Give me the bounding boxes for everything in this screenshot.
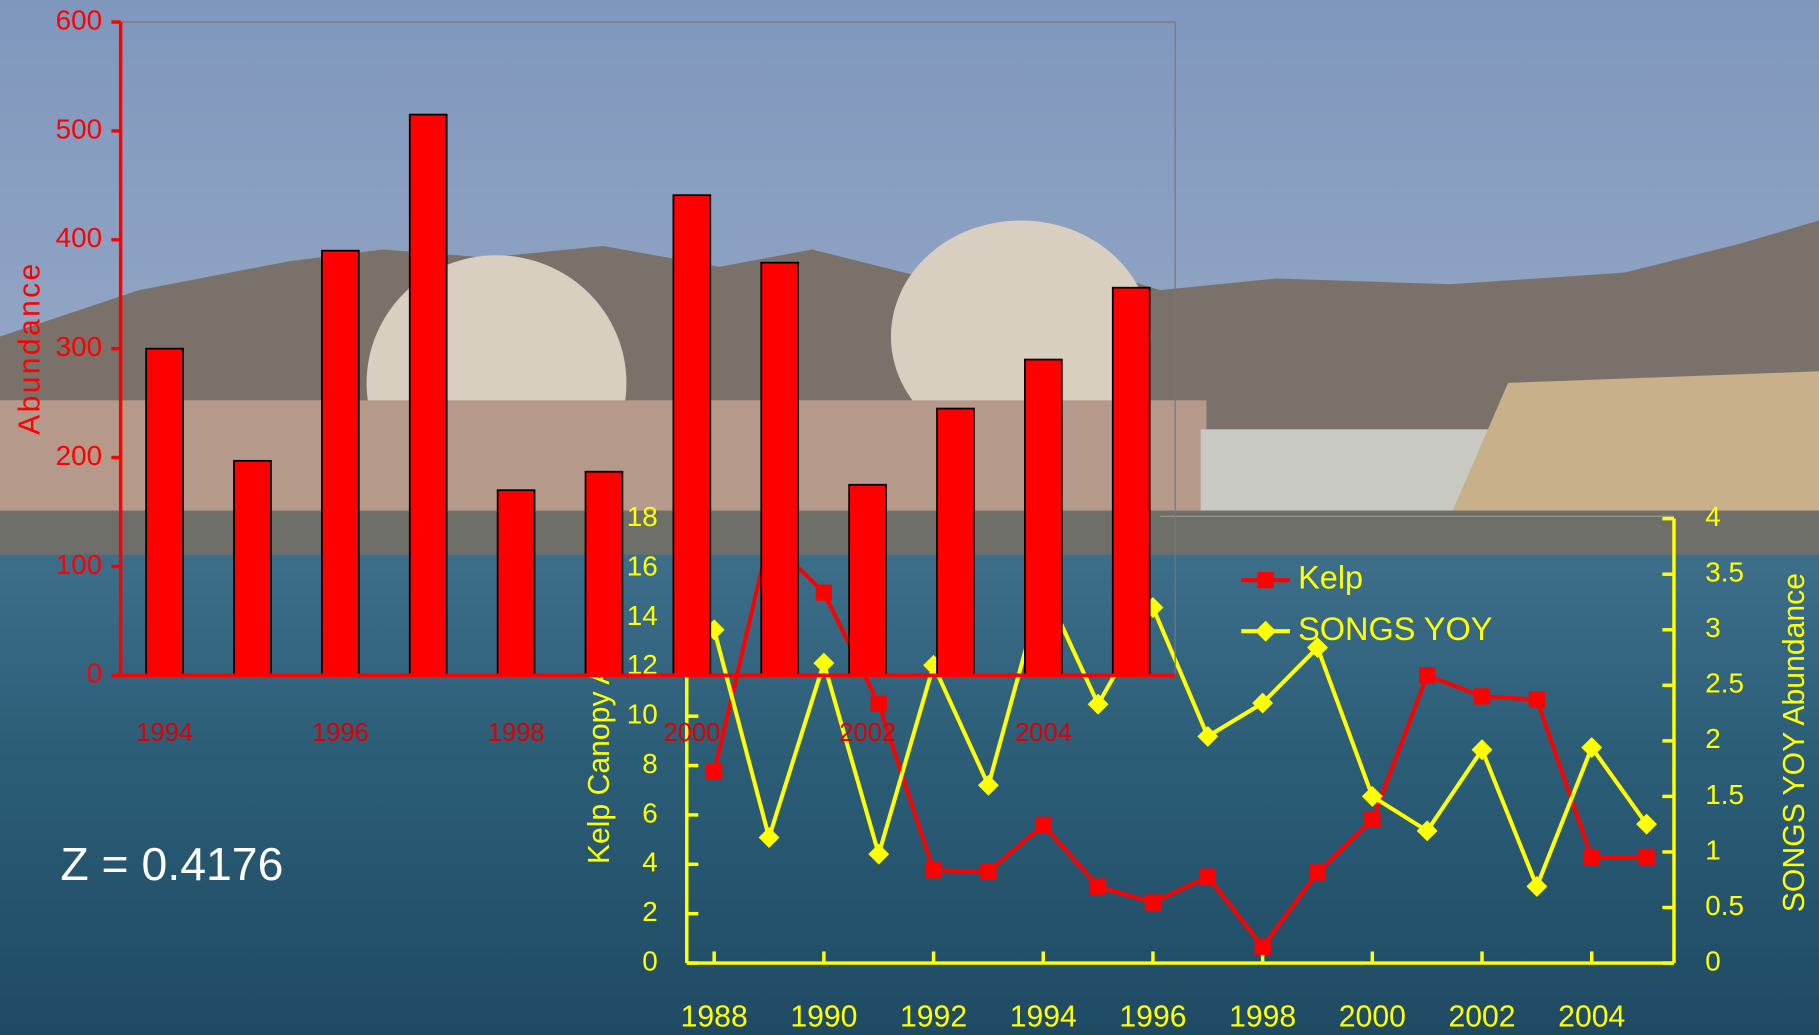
y-tick-label: 0 xyxy=(642,945,657,976)
bar xyxy=(234,461,271,675)
y2-axis-label: SONGS YOY Abundance xyxy=(1778,573,1811,912)
bar xyxy=(1113,288,1150,676)
y-tick-label: 2 xyxy=(642,896,657,927)
bar xyxy=(322,251,359,676)
y2-tick-label: 4 xyxy=(1705,501,1720,532)
marker xyxy=(980,864,996,880)
x-tick-label: 1990 xyxy=(790,1001,857,1034)
y-tick-label: 10 xyxy=(627,699,658,730)
marker xyxy=(871,696,887,712)
y-tick-label: 0 xyxy=(87,658,102,689)
y-tick-label: 16 xyxy=(627,550,658,581)
marker xyxy=(706,764,722,780)
scene: 02468101214161800.511.522.533.5419881990… xyxy=(0,0,1819,1035)
marker xyxy=(1529,692,1545,708)
marker xyxy=(1090,878,1106,894)
y-tick-label: 200 xyxy=(56,440,102,471)
bar xyxy=(1025,360,1062,676)
bar xyxy=(673,195,710,675)
x-tick-label: 2000 xyxy=(1339,1001,1406,1034)
x-tick-label: 2004 xyxy=(1015,719,1072,747)
bar xyxy=(761,263,798,676)
marker xyxy=(1584,849,1600,865)
y-tick-label: 14 xyxy=(627,600,658,631)
y2-tick-label: 0 xyxy=(1705,945,1720,976)
y-tick-label: 300 xyxy=(56,331,102,362)
x-tick-label: 1996 xyxy=(312,719,369,747)
marker xyxy=(1145,894,1161,910)
legend-label: Kelp xyxy=(1298,560,1363,596)
x-tick-label: 2002 xyxy=(1448,1001,1515,1034)
page: 02468101214161800.511.522.533.5419881990… xyxy=(0,0,1819,1035)
y-tick-label: 500 xyxy=(56,113,102,144)
y-tick-label: 400 xyxy=(56,222,102,253)
y2-tick-label: 3 xyxy=(1705,612,1720,643)
y-tick-label: 4 xyxy=(642,847,657,878)
annotation: Z = 0.4176 xyxy=(60,838,283,890)
y-tick-label: 6 xyxy=(642,797,657,828)
x-tick-label: 2002 xyxy=(839,719,896,747)
marker xyxy=(1309,864,1325,880)
bar xyxy=(937,409,974,676)
seawall xyxy=(0,511,1819,557)
bar xyxy=(146,349,183,676)
y2-tick-label: 1.5 xyxy=(1705,779,1744,810)
x-tick-label: 1992 xyxy=(900,1001,967,1034)
y-tick-label: 8 xyxy=(642,748,657,779)
x-tick-label: 2004 xyxy=(1558,1001,1625,1034)
bar xyxy=(410,115,447,676)
x-tick-label: 1994 xyxy=(136,719,193,747)
marker xyxy=(1364,812,1380,828)
building xyxy=(1201,429,1491,516)
y-tick-label: 600 xyxy=(56,4,102,35)
marker xyxy=(1035,817,1051,833)
marker xyxy=(1200,869,1216,885)
y2-tick-label: 1 xyxy=(1705,834,1720,865)
bar xyxy=(498,490,535,675)
marker xyxy=(925,862,941,878)
x-tick-label: 1994 xyxy=(1010,1001,1077,1034)
legend-label: SONGS YOY xyxy=(1298,611,1492,647)
marker xyxy=(1474,688,1490,704)
y2-tick-label: 3.5 xyxy=(1705,557,1744,588)
marker xyxy=(1638,849,1654,865)
bar xyxy=(586,472,623,676)
y2-tick-label: 2.5 xyxy=(1705,668,1744,699)
bar xyxy=(849,485,886,676)
marker xyxy=(1255,939,1271,955)
legend-marker xyxy=(1258,572,1274,588)
x-tick-label: 1988 xyxy=(681,1001,748,1034)
y-tick-label: 18 xyxy=(627,501,658,532)
y-axis-label: Abundance xyxy=(13,261,46,435)
y2-tick-label: 0.5 xyxy=(1705,890,1744,921)
marker xyxy=(1419,667,1435,683)
y-tick-label: 100 xyxy=(56,549,102,580)
x-tick-label: 1996 xyxy=(1119,1001,1186,1034)
x-tick-label: 1998 xyxy=(1229,1001,1296,1034)
y2-tick-label: 2 xyxy=(1705,723,1720,754)
x-tick-label: 1998 xyxy=(488,719,545,747)
marker xyxy=(816,585,832,601)
x-tick-label: 2000 xyxy=(663,719,720,747)
